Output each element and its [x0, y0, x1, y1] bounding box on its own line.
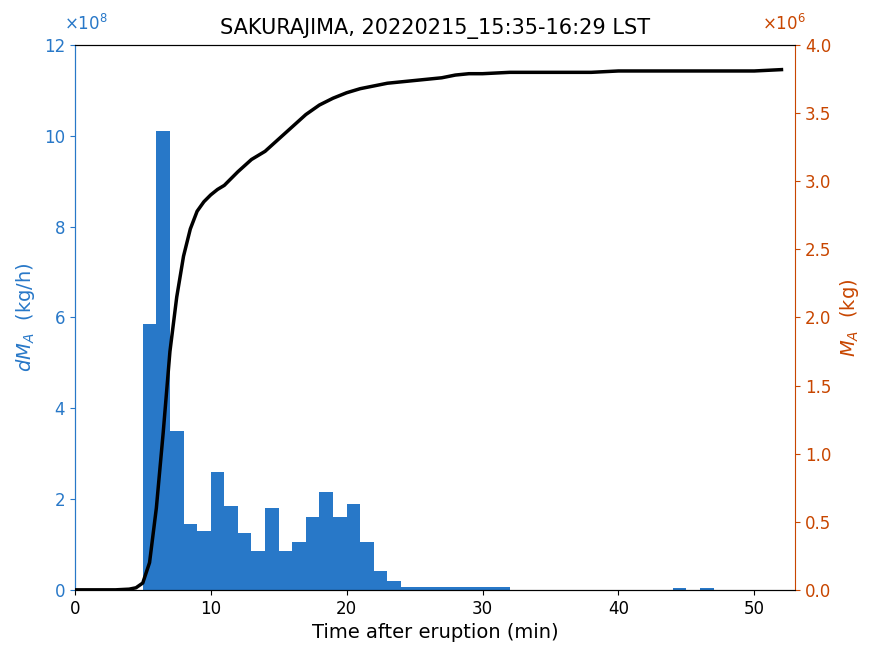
X-axis label: Time after eruption (min): Time after eruption (min): [312, 623, 558, 642]
Bar: [306, 517, 319, 590]
Bar: [388, 581, 401, 590]
Bar: [211, 472, 224, 590]
Bar: [482, 587, 496, 590]
Bar: [333, 517, 346, 590]
Text: $\times 10^6$: $\times 10^6$: [762, 14, 806, 34]
Bar: [319, 492, 333, 590]
Bar: [360, 542, 374, 590]
Bar: [224, 506, 238, 590]
Bar: [469, 587, 482, 590]
Bar: [496, 587, 509, 590]
Bar: [170, 431, 184, 590]
Bar: [292, 542, 306, 590]
Bar: [455, 587, 469, 590]
Bar: [238, 533, 251, 590]
Bar: [157, 131, 170, 590]
Bar: [700, 588, 713, 590]
Text: $\times 10^8$: $\times 10^8$: [64, 14, 108, 34]
Bar: [442, 587, 455, 590]
Bar: [143, 324, 157, 590]
Bar: [401, 587, 415, 590]
Bar: [673, 588, 686, 590]
Bar: [184, 524, 197, 590]
Bar: [415, 587, 428, 590]
Bar: [265, 508, 278, 590]
Bar: [374, 571, 388, 590]
Title: SAKURAJIMA, 20220215_15:35-16:29 LST: SAKURAJIMA, 20220215_15:35-16:29 LST: [220, 18, 650, 39]
Y-axis label: $dM_A$  (kg/h): $dM_A$ (kg/h): [14, 262, 37, 373]
Bar: [346, 504, 360, 590]
Bar: [251, 551, 265, 590]
Y-axis label: $M_A$  (kg): $M_A$ (kg): [838, 278, 861, 357]
Bar: [428, 587, 442, 590]
Bar: [278, 551, 292, 590]
Bar: [197, 531, 211, 590]
